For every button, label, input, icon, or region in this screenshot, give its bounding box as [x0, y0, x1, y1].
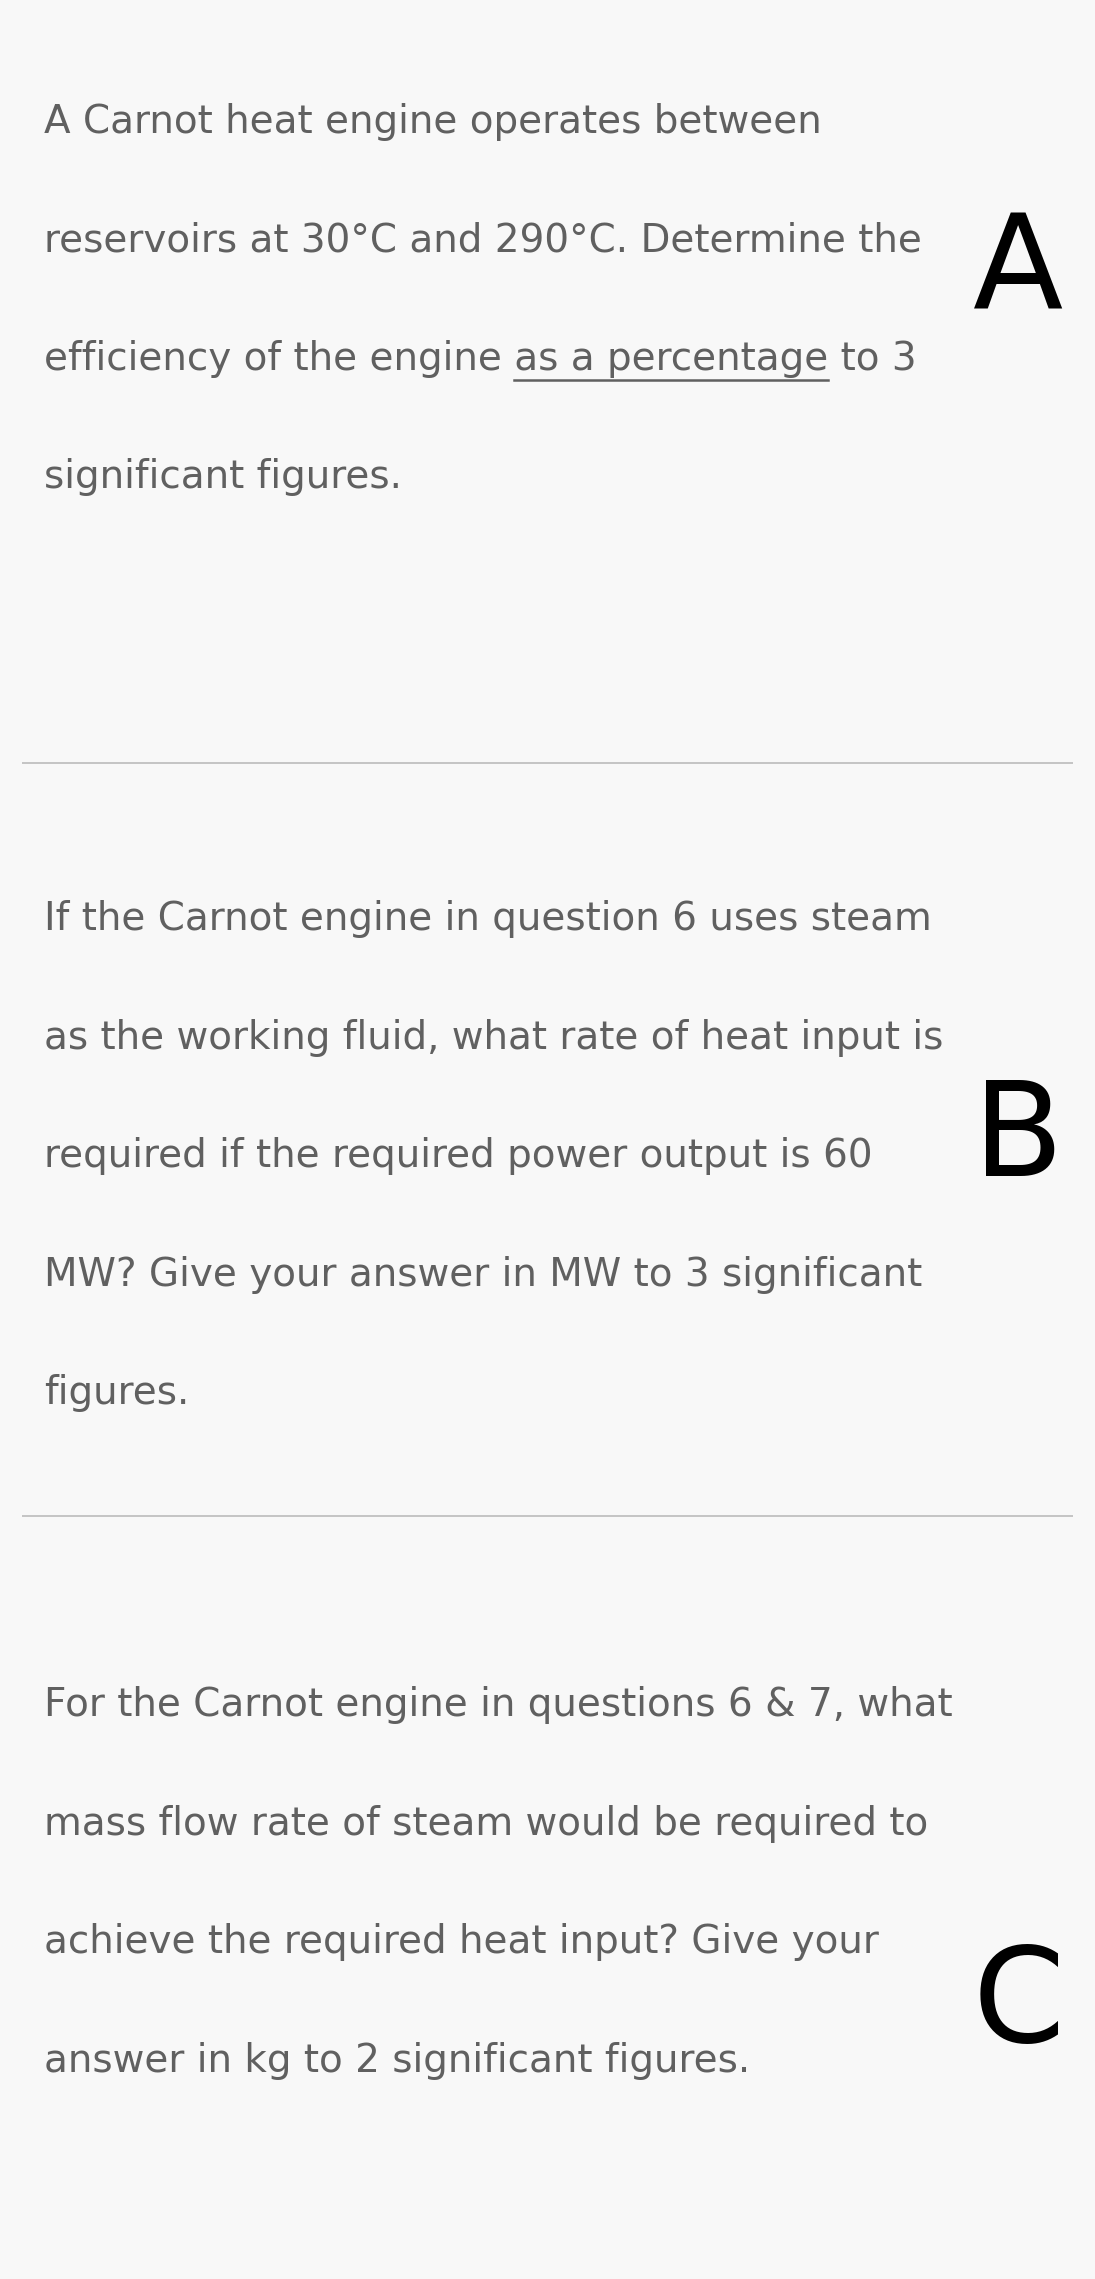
Text: as the working fluid, what rate of heat input is: as the working fluid, what rate of heat … — [44, 1019, 943, 1057]
Text: B: B — [973, 1076, 1063, 1203]
Text: achieve the required heat input? Give your: achieve the required heat input? Give yo… — [44, 1923, 878, 1962]
Text: MW? Give your answer in MW to 3 significant: MW? Give your answer in MW to 3 signific… — [44, 1256, 922, 1294]
Text: For the Carnot engine in questions 6 & 7, what: For the Carnot engine in questions 6 & 7… — [44, 1686, 953, 1725]
Text: efficiency of the engine as a percentage to 3: efficiency of the engine as a percentage… — [44, 340, 917, 378]
Text: A: A — [973, 210, 1063, 337]
Text: required if the required power output is 60: required if the required power output is… — [44, 1137, 873, 1176]
Text: A Carnot heat engine operates between: A Carnot heat engine operates between — [44, 103, 821, 141]
Text: mass flow rate of steam would be required to: mass flow rate of steam would be require… — [44, 1805, 929, 1844]
Text: figures.: figures. — [44, 1374, 189, 1413]
Text: If the Carnot engine in question 6 uses steam: If the Carnot engine in question 6 uses … — [44, 900, 932, 939]
Text: reservoirs at 30°C and 290°C. Determine the: reservoirs at 30°C and 290°C. Determine … — [44, 221, 922, 260]
Text: answer in kg to 2 significant figures.: answer in kg to 2 significant figures. — [44, 2042, 750, 2081]
Text: C: C — [972, 1942, 1064, 2069]
Text: significant figures.: significant figures. — [44, 458, 402, 497]
